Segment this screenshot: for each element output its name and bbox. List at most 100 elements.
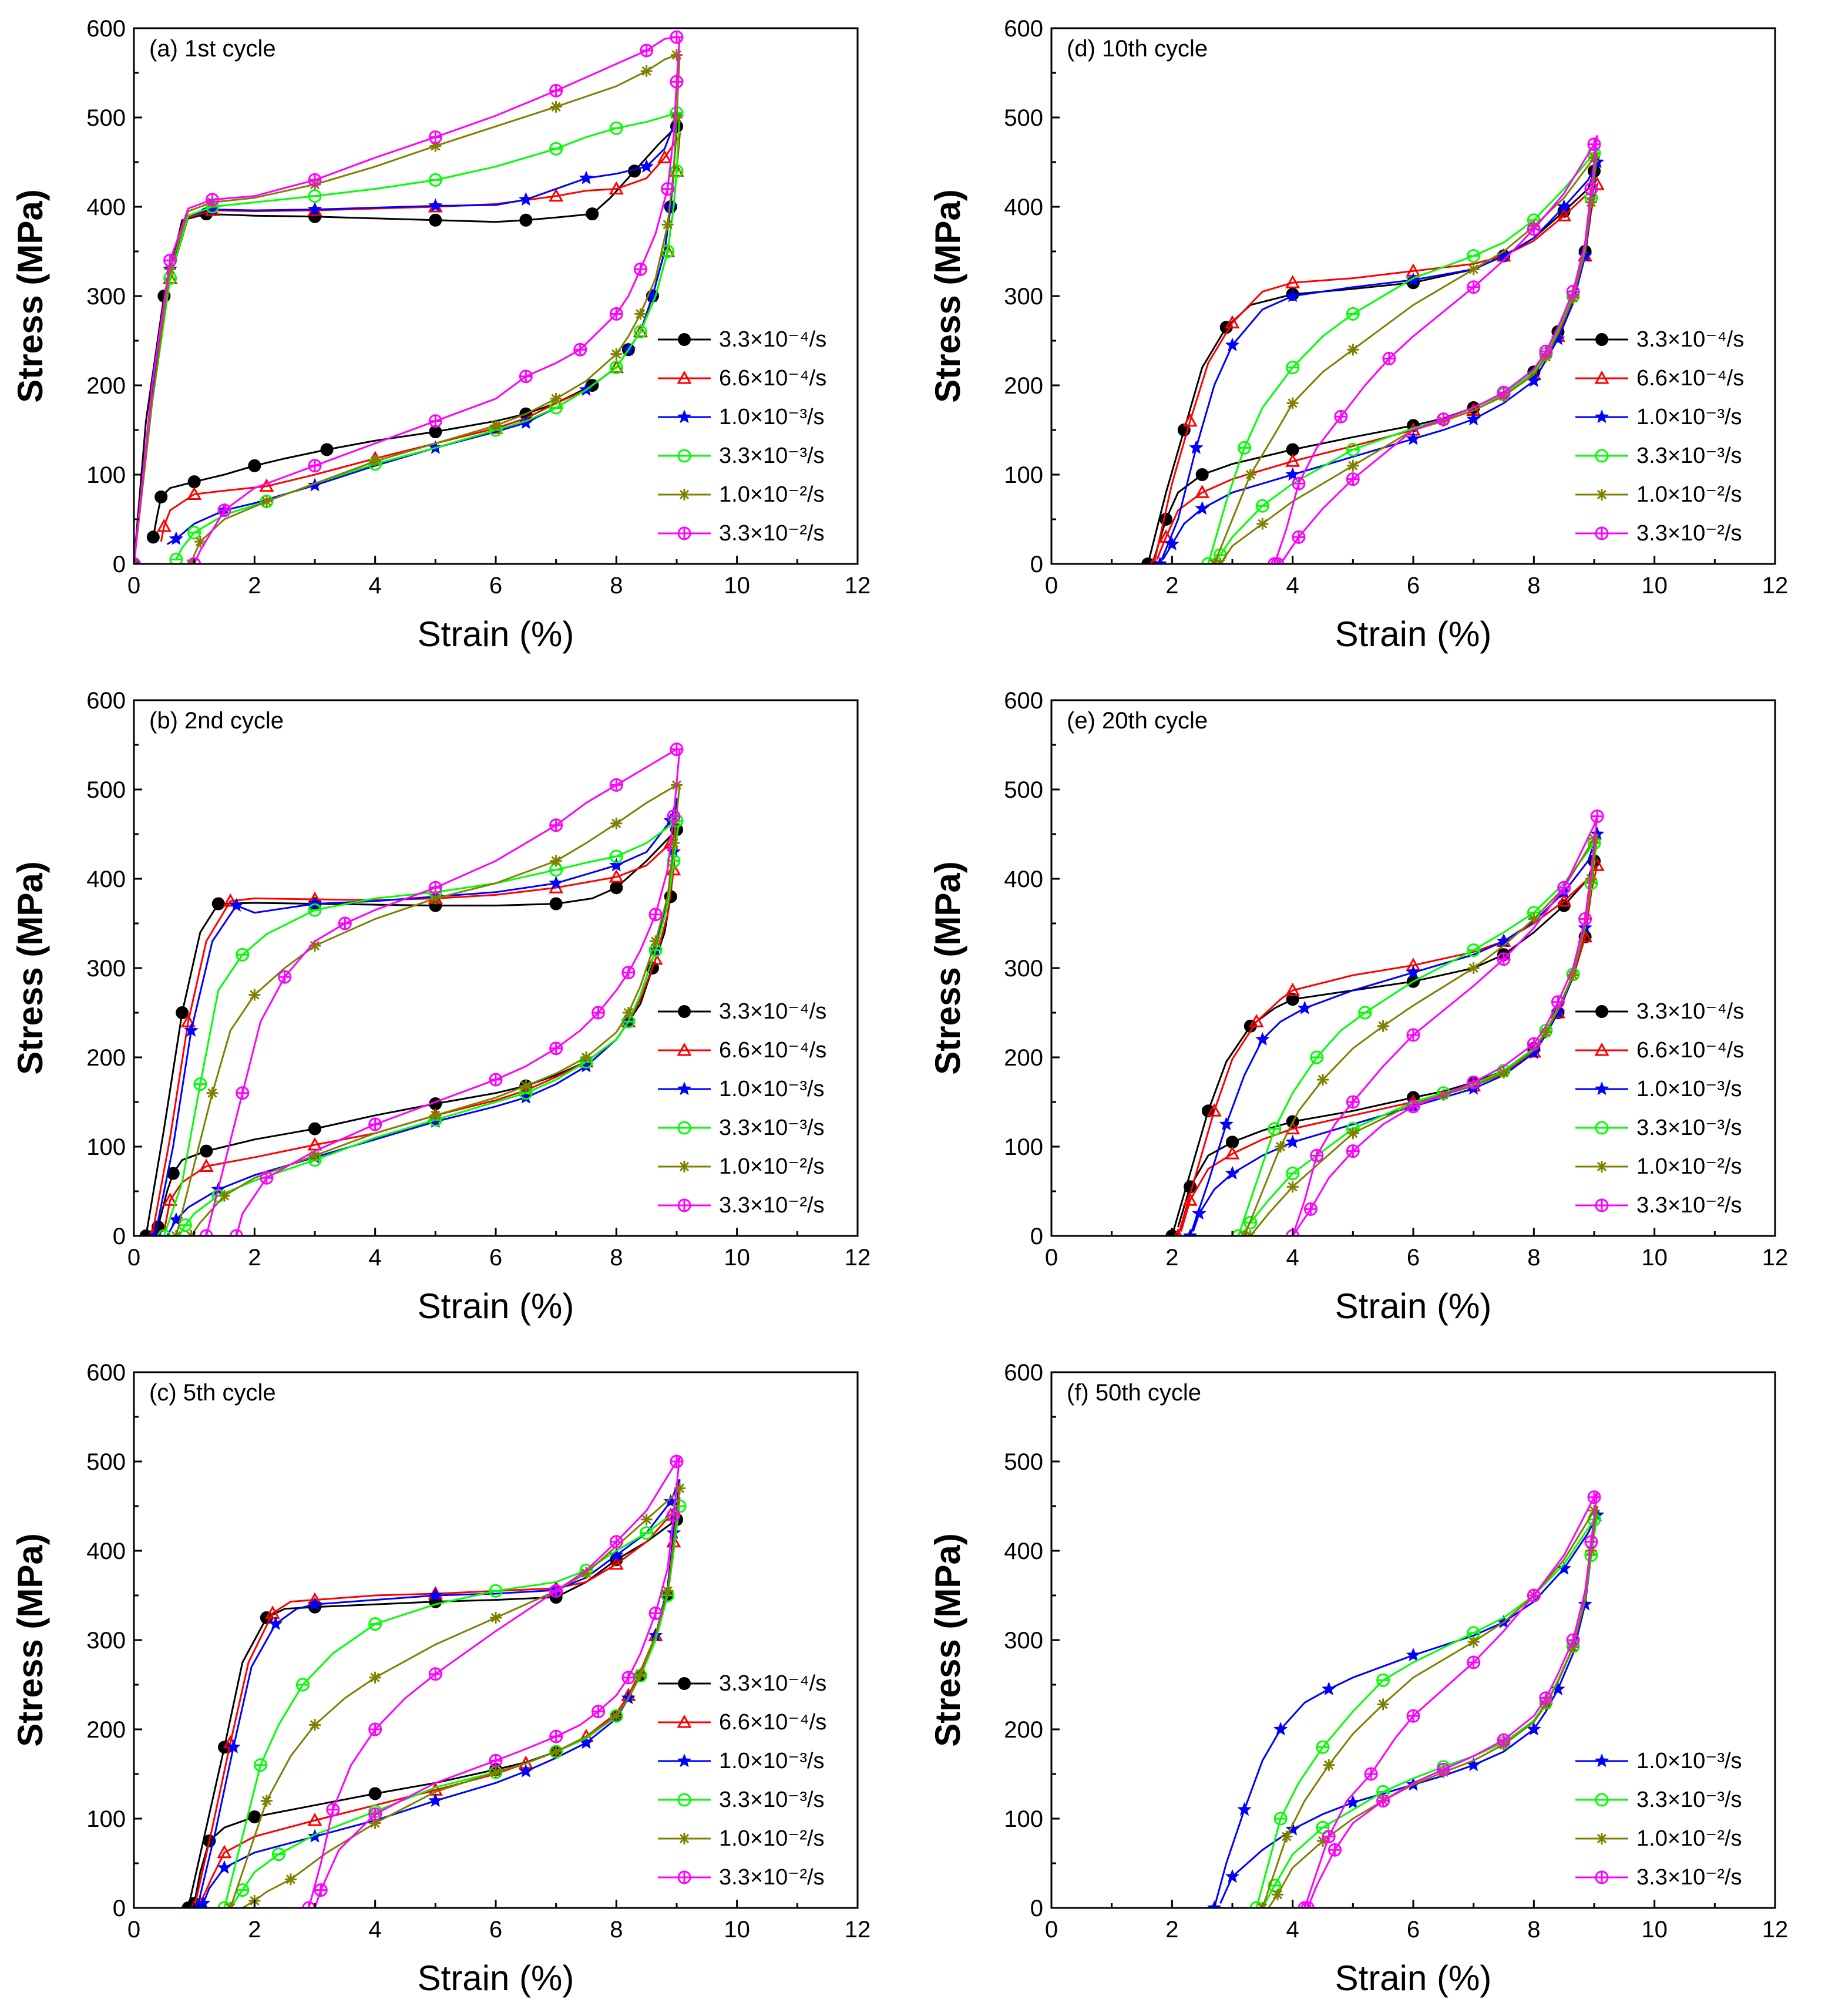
data-point	[1377, 1020, 1389, 1032]
legend-label: 1.0×10⁻³/s	[719, 1749, 825, 1773]
data-point	[1286, 993, 1299, 1006]
x-tick-label: 6	[1407, 1917, 1420, 1943]
data-point	[206, 1087, 219, 1099]
y-tick-label: 200	[86, 373, 126, 399]
x-tick-label: 8	[1527, 1245, 1540, 1271]
data-point	[229, 898, 244, 912]
series-1	[182, 1513, 683, 1908]
data-point	[1467, 249, 1481, 263]
data-point	[1316, 1820, 1330, 1834]
data-point	[1219, 1117, 1234, 1131]
x-tick-label: 6	[1407, 573, 1420, 599]
series-3	[190, 1479, 681, 1908]
y-tick-label: 200	[1004, 1717, 1043, 1743]
data-point	[549, 897, 563, 910]
data-point	[428, 1667, 442, 1681]
series-line	[163, 815, 681, 1236]
data-point	[1406, 1100, 1420, 1114]
data-point	[217, 503, 231, 518]
data-point	[224, 1902, 237, 1908]
data-point	[309, 1719, 321, 1731]
legend: 1.0×10⁻³/s 3.3×10⁻³/s 1.0×10⁻²/s 3.3×10⁻²/s	[1575, 1749, 1742, 1890]
panel-title: (a) 1st cycle	[149, 36, 276, 62]
data-point	[519, 369, 533, 384]
y-tick-label: 0	[113, 1224, 126, 1249]
data-point	[338, 916, 352, 930]
data-point	[1578, 912, 1592, 926]
data-point	[1152, 556, 1168, 564]
data-point	[1321, 1681, 1336, 1696]
y-tick-label: 400	[1004, 194, 1043, 220]
x-axis-title: Strain (%)	[1335, 614, 1492, 654]
series-layer	[134, 30, 684, 564]
legend-marker	[678, 1005, 691, 1018]
series-6	[1268, 135, 1601, 564]
x-tick-label: 12	[845, 1917, 871, 1943]
legend-label: 3.3×10⁻⁴/s	[719, 327, 826, 352]
legend-item: 3.3×10⁻³/s	[658, 1115, 825, 1140]
data-point	[1557, 199, 1571, 213]
legend-marker	[1594, 370, 1609, 384]
data-point	[199, 1229, 213, 1236]
data-point	[1328, 1843, 1342, 1857]
y-tick-label: 400	[86, 866, 126, 892]
x-tick-label: 12	[1762, 1917, 1789, 1943]
data-point	[519, 191, 533, 206]
data-point	[648, 908, 663, 922]
data-point	[1587, 1490, 1601, 1504]
data-point	[271, 1847, 285, 1862]
series-line	[205, 748, 681, 1236]
data-point	[634, 308, 647, 320]
data-point	[1406, 965, 1421, 979]
series-line	[1189, 834, 1598, 1236]
legend-marker	[677, 370, 692, 384]
data-point	[1275, 1141, 1287, 1153]
data-point	[1285, 1822, 1300, 1836]
x-tick-label: 4	[1286, 573, 1299, 599]
data-point	[314, 1883, 328, 1897]
data-point	[236, 947, 250, 962]
data-point	[268, 1616, 283, 1631]
data-point	[1225, 315, 1240, 329]
data-point	[573, 342, 587, 357]
series-line	[134, 112, 681, 564]
legend-marker	[677, 1870, 691, 1884]
data-point	[1165, 536, 1179, 551]
legend-marker	[678, 1677, 691, 1690]
x-tick-label: 0	[1045, 1917, 1058, 1943]
data-point	[1406, 272, 1421, 286]
data-point	[1566, 284, 1580, 298]
data-point	[1225, 1146, 1240, 1160]
x-tick-label: 10	[724, 573, 750, 599]
legend-item: 3.3×10⁻³/s	[1575, 1115, 1742, 1140]
data-point	[368, 1807, 382, 1821]
legend-item: 3.3×10⁻⁴/s	[658, 327, 826, 352]
data-point	[1551, 1681, 1565, 1695]
x-tick-label: 6	[1407, 1245, 1420, 1271]
data-point	[1297, 1000, 1312, 1014]
data-point	[1346, 1144, 1360, 1158]
data-point	[1584, 182, 1598, 196]
y-axis-title: Stress (MPa)	[928, 1533, 967, 1746]
data-point	[1467, 962, 1480, 974]
x-tick-label: 10	[1641, 1917, 1668, 1943]
chart-panel-6: 0 2 4 6 8 10 12 0 100 200 300 400 500 600 Strain (%) St…	[918, 1344, 1835, 2016]
legend-label: 1.0×10⁻²/s	[719, 482, 825, 507]
series-layer	[1206, 1490, 1605, 1908]
data-point	[621, 1671, 636, 1685]
data-point	[265, 1605, 280, 1619]
data-point	[307, 896, 322, 910]
data-point	[1406, 1028, 1420, 1042]
data-point	[1376, 1673, 1390, 1687]
legend-label: 1.0×10⁻³/s	[1636, 1749, 1742, 1773]
data-point	[1192, 1206, 1206, 1220]
data-point	[663, 199, 678, 213]
data-point	[586, 207, 599, 221]
data-point	[579, 170, 594, 184]
data-point	[1584, 1535, 1598, 1549]
chart-svg: 0 2 4 6 8 10 12 0 100 200 300 400 500 600 Strain (%) St…	[928, 1360, 1789, 1998]
data-point	[661, 182, 675, 196]
series-4	[1298, 1490, 1601, 1908]
panel-title: (e) 20th cycle	[1067, 708, 1208, 734]
data-point	[1225, 337, 1240, 351]
